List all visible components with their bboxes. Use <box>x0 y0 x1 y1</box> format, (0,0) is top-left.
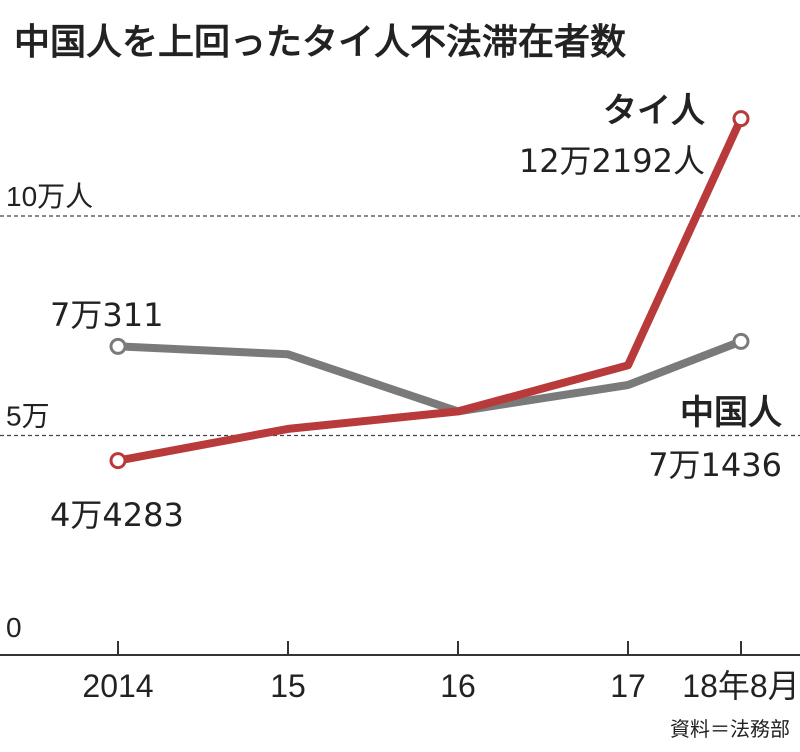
series-name-0: 中国人 <box>680 393 782 433</box>
x-tick-label-2: 16 <box>440 668 476 704</box>
series-markers <box>109 110 750 470</box>
x-tick-label-3: 17 <box>610 668 646 704</box>
chart-title: 中国人を上回ったタイ人不法滞在者数 <box>14 22 626 63</box>
series-point-1-0 <box>109 452 127 470</box>
series-point-1-4 <box>732 110 750 128</box>
y-tick-label-0: 0 <box>6 612 22 643</box>
source-note: 資料＝法務部 <box>670 717 790 741</box>
series-lines <box>114 114 745 465</box>
series-line-0 <box>114 337 745 416</box>
data-label-1-1: 12万2192人 <box>519 142 705 180</box>
y-axis-ticks: 0 5万 10万人 <box>6 181 93 643</box>
data-labels: 中国人 7万311 7万1436 タイ人 4万4283 12万2192人 <box>50 91 782 534</box>
x-tick-label-1: 15 <box>270 668 306 704</box>
y-tick-label-2: 10万人 <box>6 181 93 212</box>
x-axis: 2014 15 16 17 18年8月 <box>82 641 800 704</box>
series-line-1 <box>114 114 745 465</box>
data-label-1-0: 4万4283 <box>50 496 184 534</box>
data-label-0-0: 7万311 <box>50 296 163 334</box>
series-name-1: タイ人 <box>603 91 705 131</box>
x-tick-label-4: 18年8月 <box>682 668 799 704</box>
x-tick-label-0: 2014 <box>82 668 153 704</box>
series-point-0-4 <box>732 332 750 350</box>
y-tick-label-1: 5万 <box>6 401 50 432</box>
grid <box>0 215 800 437</box>
data-label-0-1: 7万1436 <box>648 446 782 484</box>
series-point-0-0 <box>109 337 127 355</box>
